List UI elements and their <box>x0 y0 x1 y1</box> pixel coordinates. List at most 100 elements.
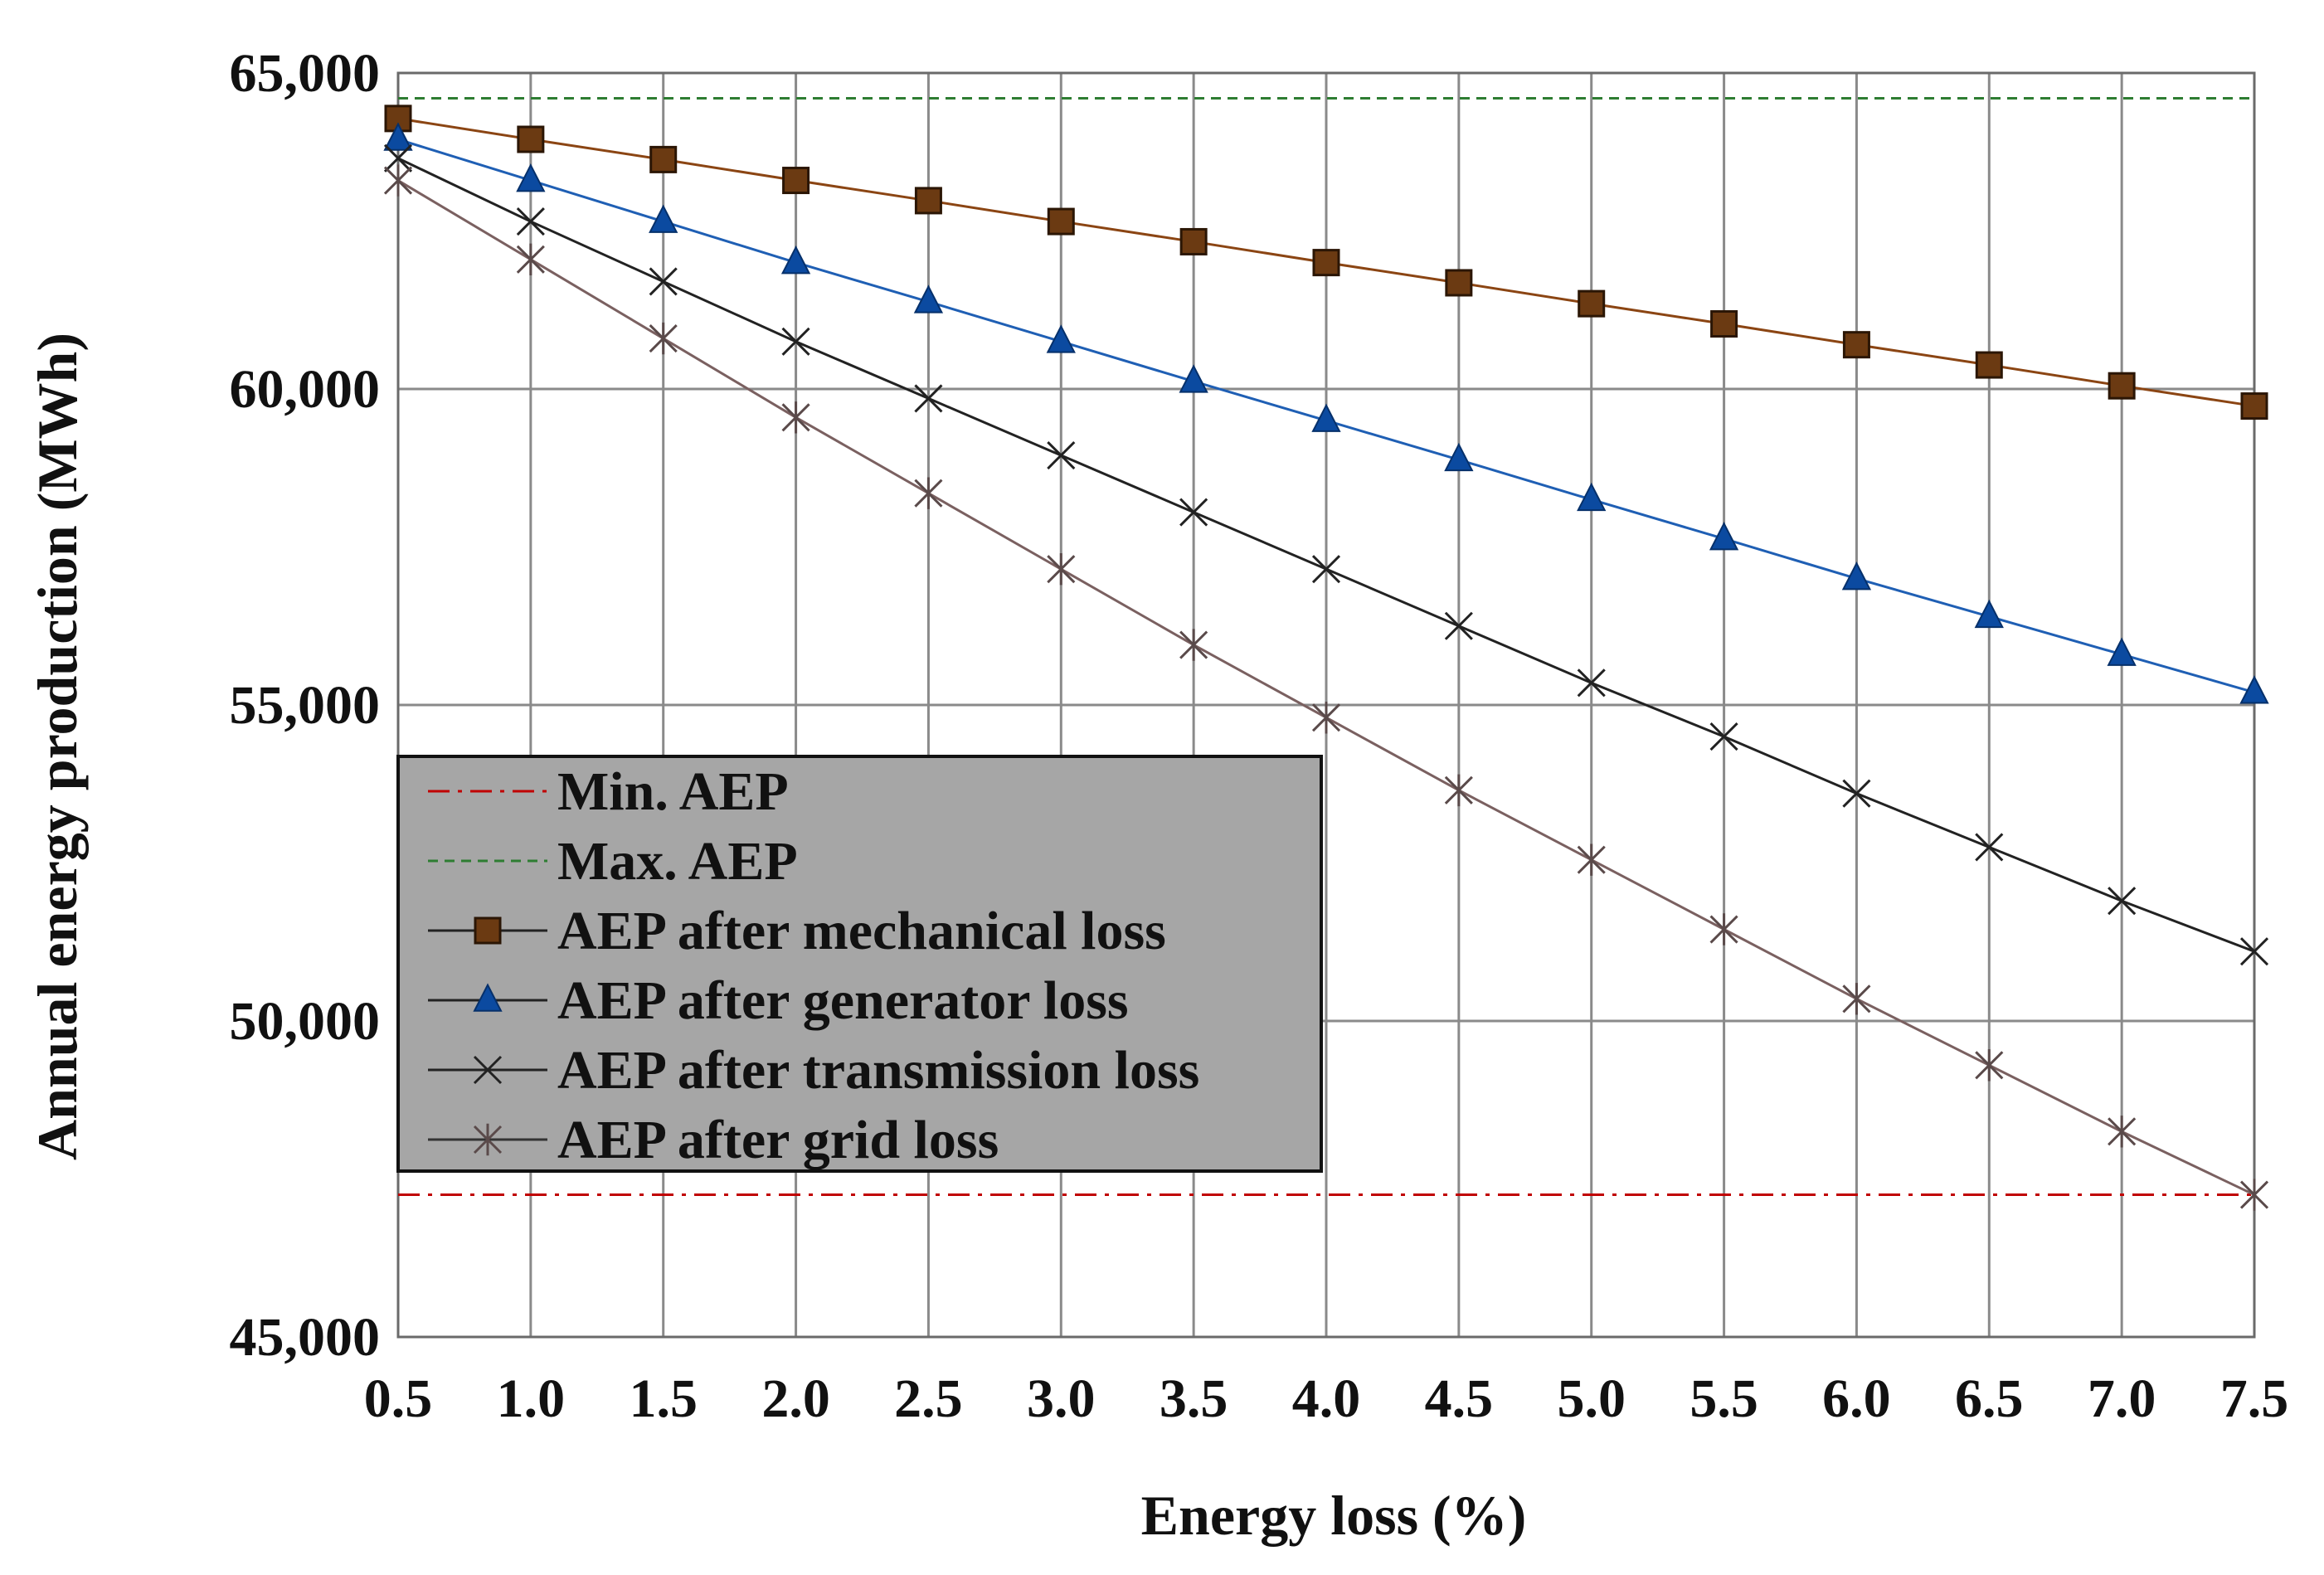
data-point <box>383 143 413 173</box>
plot-area-border <box>396 71 2256 1339</box>
x-tick-label: 4.0 <box>1292 1368 1361 1429</box>
x-tick-label: 7.0 <box>2088 1368 2156 1429</box>
data-point <box>2108 372 2136 400</box>
tick-labels: 0.5 1.0 1.5 2.0 2.5 3.0 3.5 4.0 4.5 5.0 5.5 6.0 6.5 7… <box>230 43 2289 1429</box>
data-point <box>1577 482 1607 512</box>
data-point <box>1046 324 1076 353</box>
data-point <box>383 122 413 151</box>
data-point <box>1047 552 1076 586</box>
data-point <box>1842 331 1870 359</box>
y-tick-label: 65,000 <box>230 43 381 104</box>
data-point <box>1842 983 1871 1015</box>
data-point <box>1577 668 1606 698</box>
data-point <box>1179 498 1208 527</box>
data-point <box>1842 779 1871 808</box>
x-tick-label: 1.0 <box>497 1368 566 1429</box>
data-point <box>1975 1049 2004 1082</box>
data-point <box>516 207 545 236</box>
legend-label: AEP after grid loss <box>557 1110 999 1170</box>
legend-marker <box>473 1123 503 1156</box>
y-axis-title: Annual energy production (MWh) <box>26 333 89 1160</box>
series-2 <box>384 105 2268 420</box>
legend-marker <box>474 916 502 945</box>
legend-label: AEP after transmission loss <box>557 1040 1199 1101</box>
series-5 <box>383 164 2269 1211</box>
series-layer <box>383 96 2269 1211</box>
x-tick-label: 2.5 <box>894 1368 963 1429</box>
data-point <box>1311 555 1341 584</box>
legend-box <box>396 755 1323 1173</box>
series-3 <box>383 122 2269 704</box>
x-tick-label: 0.5 <box>364 1368 433 1429</box>
x-tick-label: 1.5 <box>629 1368 698 1429</box>
data-point <box>2239 937 2269 966</box>
data-point <box>2107 637 2137 666</box>
data-point <box>1444 442 1474 472</box>
data-point <box>1445 269 1473 297</box>
data-point <box>913 284 944 314</box>
data-point <box>1444 774 1473 807</box>
legend-item: Max. AEP <box>428 831 798 892</box>
legend-label: Max. AEP <box>557 831 798 892</box>
data-point <box>516 163 546 192</box>
data-point <box>2239 1179 2269 1211</box>
legend-label: AEP after generator loss <box>557 970 1129 1031</box>
data-point <box>914 187 942 215</box>
data-point <box>2239 675 2269 704</box>
data-point <box>649 145 678 173</box>
data-point <box>1444 611 1473 640</box>
data-point <box>649 267 678 296</box>
legend: Min. AEP Max. AEP AEP after mechanical los… <box>396 755 1323 1173</box>
data-point <box>1047 440 1076 470</box>
legend-marker <box>473 1055 503 1085</box>
x-tick-label: 7.5 <box>2220 1368 2289 1429</box>
y-tick-label: 60,000 <box>230 359 381 420</box>
data-point <box>1312 249 1340 277</box>
data-point <box>1311 403 1341 432</box>
data-point <box>1841 561 1872 591</box>
x-tick-label: 5.5 <box>1690 1368 1758 1429</box>
data-point <box>516 243 545 275</box>
data-point <box>1577 843 1606 876</box>
x-tick-label: 3.0 <box>1027 1368 1096 1429</box>
legend-item: AEP after mechanical loss <box>428 901 1166 961</box>
data-point <box>1975 833 2004 862</box>
data-point <box>383 164 413 197</box>
legend-item: AEP after grid loss <box>428 1110 999 1170</box>
data-point <box>649 322 678 355</box>
data-point <box>2108 887 2137 916</box>
data-point <box>781 401 810 434</box>
data-point <box>1311 702 1341 734</box>
data-point <box>649 204 678 233</box>
x-tick-label: 3.5 <box>1160 1368 1228 1429</box>
data-point <box>782 167 810 195</box>
x-tick-label: 2.0 <box>761 1368 830 1429</box>
legend-label: AEP after mechanical loss <box>557 901 1166 961</box>
series-4 <box>383 143 2269 966</box>
y-tick-label: 50,000 <box>230 991 381 1052</box>
x-tick-label: 5.0 <box>1557 1368 1626 1429</box>
data-point <box>1709 913 1738 945</box>
legend-item: AEP after generator loss <box>428 970 1129 1031</box>
data-point <box>1179 629 1208 661</box>
legend-marker <box>473 983 503 1012</box>
data-point <box>1179 364 1208 393</box>
data-point <box>1047 207 1075 236</box>
data-point <box>2108 1116 2137 1148</box>
y-tick-label: 45,000 <box>230 1307 381 1368</box>
data-point <box>1709 722 1738 751</box>
data-point <box>1578 289 1606 318</box>
data-point <box>1179 227 1208 255</box>
legend-item: Min. AEP <box>428 761 789 822</box>
data-point <box>1975 351 2003 379</box>
data-point <box>914 477 943 509</box>
data-point <box>1710 310 1738 338</box>
data-point <box>1974 599 2004 629</box>
x-axis-title: Energy loss (%) <box>1141 1484 1527 1547</box>
x-tick-label: 4.5 <box>1425 1368 1494 1429</box>
y-tick-label: 55,000 <box>230 675 381 736</box>
data-point <box>2240 392 2268 420</box>
data-point <box>781 327 810 356</box>
